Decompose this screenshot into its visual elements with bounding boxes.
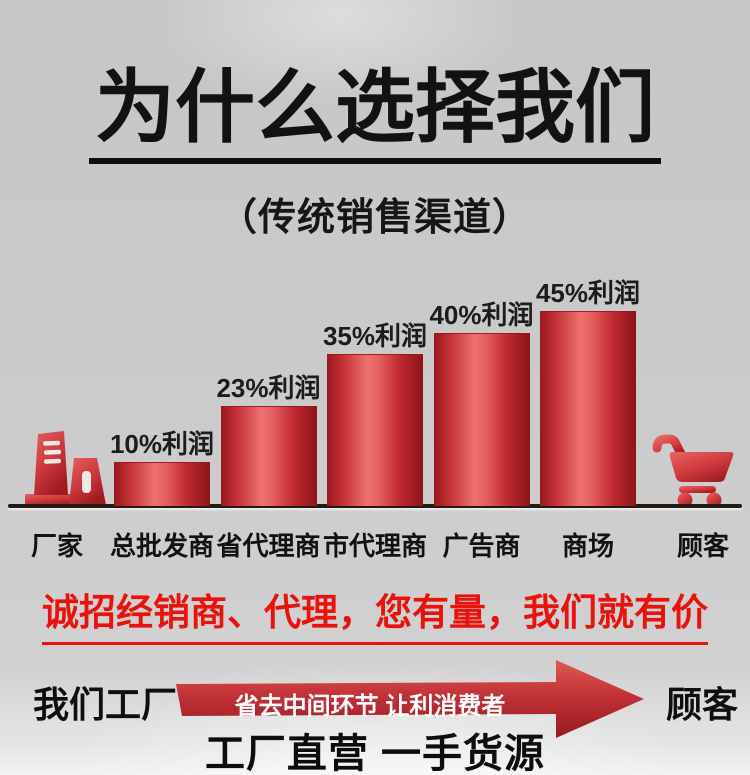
factory-icon xyxy=(25,431,106,505)
slogan: 诚招经销商、代理，您有量，我们就有价 xyxy=(0,582,750,645)
bar xyxy=(433,333,530,506)
category-label: 顾客 xyxy=(676,531,729,561)
bar-value-label: 10%利润 xyxy=(109,429,215,459)
flow-arrow-icon xyxy=(176,660,644,738)
category-label: 市代理商 xyxy=(322,531,427,561)
subtitle: （传统销售渠道） xyxy=(218,197,531,239)
bar xyxy=(540,311,636,506)
category-label: 厂家 xyxy=(30,531,83,561)
category-label: 总批发商 xyxy=(109,531,214,561)
axis-line xyxy=(8,504,742,508)
category-label: 广告商 xyxy=(442,531,521,561)
bar xyxy=(220,406,317,506)
category-label: 省代理商 xyxy=(216,531,321,561)
bar xyxy=(114,462,210,506)
category-label: 商场 xyxy=(561,531,614,561)
bar-value-label: 45%利润 xyxy=(535,278,641,308)
arrow-caption: 省去中间环节 让利消费者 xyxy=(234,693,506,720)
flow-left-label: 我们工厂 xyxy=(33,684,178,725)
bar xyxy=(327,354,423,506)
bar-value-label: 40%利润 xyxy=(429,300,534,330)
bar-value-label: 23%利润 xyxy=(216,373,321,403)
shopping-cart-icon xyxy=(652,434,734,508)
bar-value-label: 35%利润 xyxy=(322,321,428,351)
flow-right-label: 顾客 xyxy=(666,684,739,725)
footer-tagline: 工厂直营 一手货源 xyxy=(204,732,546,775)
page-title: 为什么选择我们 xyxy=(89,66,661,164)
slogan-text: 诚招经销商、代理，您有量，我们就有价 xyxy=(42,582,708,645)
header: 为什么选择我们 （传统销售渠道） xyxy=(0,0,750,241)
